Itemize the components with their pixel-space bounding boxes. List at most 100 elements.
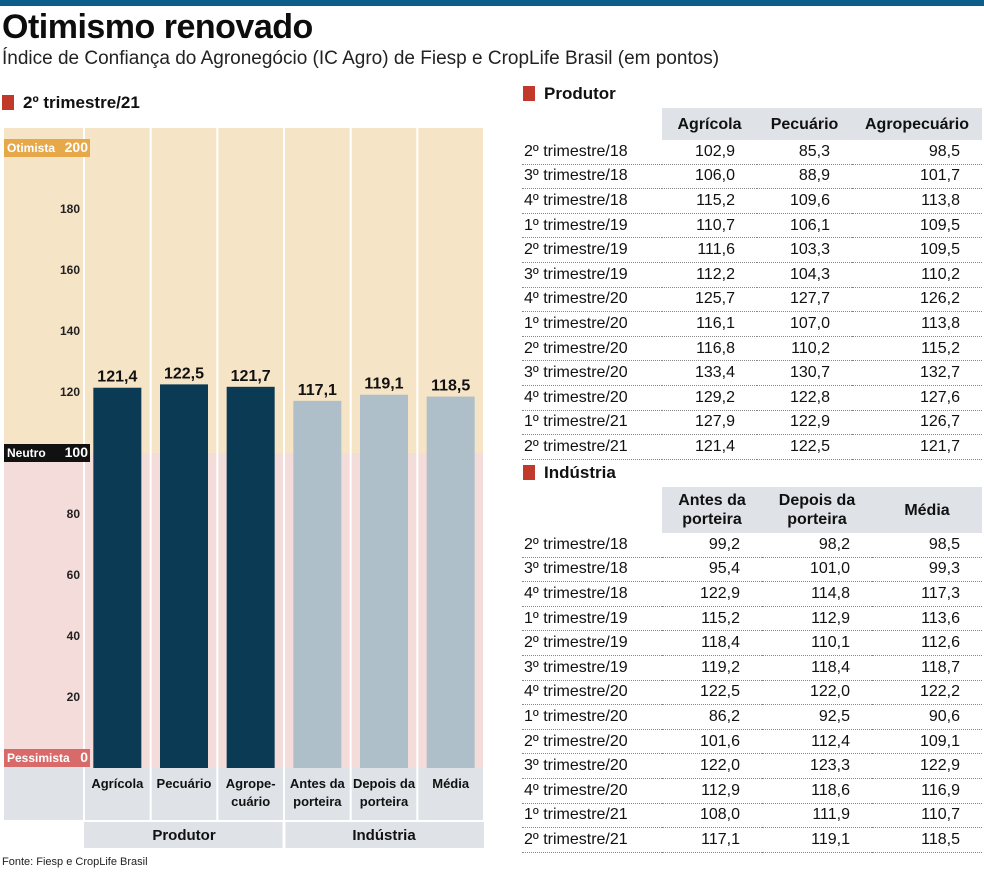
table-cell: 122,5 bbox=[757, 434, 852, 460]
row-label: 1º trimestre/19 bbox=[522, 606, 662, 632]
row-label: 2º trimestre/18 bbox=[522, 140, 662, 165]
x-tick-label: Agrícola bbox=[91, 776, 144, 791]
group-label: Produtor bbox=[152, 827, 215, 844]
table-cell: 117,3 bbox=[872, 581, 982, 607]
table-cell: 116,1 bbox=[662, 311, 757, 337]
table-cell: 112,2 bbox=[662, 262, 757, 288]
table-cell: 110,1 bbox=[762, 630, 872, 656]
table-header-blank bbox=[522, 487, 662, 533]
zone-value: 0 bbox=[80, 749, 88, 765]
data-label: 119,1 bbox=[364, 376, 403, 393]
produtor-section-label: Produtor bbox=[544, 84, 616, 103]
y-tick-label: 160 bbox=[60, 263, 80, 277]
table-cell: 99,3 bbox=[872, 557, 982, 583]
table-header-blank bbox=[522, 108, 662, 140]
bar bbox=[426, 396, 475, 768]
table-row: 4º trimestre/20 112,9 118,6 116,9 bbox=[522, 778, 982, 804]
bar-chart: 20 40 60 80 120 140 160 180 Otimista 200 Neutro 100… bbox=[4, 128, 485, 848]
produtor-section-title: Produtor bbox=[523, 84, 616, 104]
x-tick-label: Agrope- bbox=[226, 776, 276, 791]
table-cell: 101,7 bbox=[852, 164, 982, 190]
column-header: Média bbox=[872, 487, 982, 533]
row-label: 3º trimestre/20 bbox=[522, 360, 662, 386]
table-cell: 115,2 bbox=[852, 336, 982, 362]
y-tick-label: 140 bbox=[60, 324, 80, 338]
table-cell: 110,2 bbox=[757, 336, 852, 362]
table-row: 2º trimestre/20 101,6 112,4 109,1 bbox=[522, 729, 982, 755]
row-label: 1º trimestre/21 bbox=[522, 410, 662, 436]
row-label: 2º trimestre/21 bbox=[522, 434, 662, 460]
table-cell: 99,2 bbox=[662, 533, 762, 558]
table-cell: 122,9 bbox=[757, 410, 852, 436]
table-cell: 118,4 bbox=[762, 655, 872, 681]
table-row: 1º trimestre/19 115,2 112,9 113,6 bbox=[522, 606, 982, 632]
industria-table: Antes da porteira Depois da porteira Méd… bbox=[522, 487, 982, 853]
x-tick-label: cuário bbox=[231, 794, 270, 809]
table-cell: 127,7 bbox=[757, 287, 852, 313]
row-label: 2º trimestre/21 bbox=[522, 827, 662, 853]
table-cell: 88,9 bbox=[757, 164, 852, 190]
table-cell: 116,8 bbox=[662, 336, 757, 362]
column-header: Antes da porteira bbox=[662, 487, 762, 533]
table-row: 1º trimestre/20 116,1 107,0 113,8 bbox=[522, 311, 982, 337]
table-cell: 106,1 bbox=[757, 213, 852, 239]
table-cell: 121,7 bbox=[852, 434, 982, 460]
y-tick-label: 180 bbox=[60, 202, 80, 216]
data-label: 121,4 bbox=[97, 369, 137, 386]
table-cell: 95,4 bbox=[662, 557, 762, 583]
y-tick-label: 80 bbox=[67, 507, 81, 521]
data-label: 117,1 bbox=[298, 382, 337, 399]
zone-label: Otimista bbox=[7, 141, 55, 155]
section-marker bbox=[523, 86, 535, 101]
x-tick-label: Antes da bbox=[290, 776, 346, 791]
table-cell: 112,6 bbox=[872, 630, 982, 656]
table-cell: 119,1 bbox=[762, 827, 872, 853]
table-row: 2º trimestre/20 116,8 110,2 115,2 bbox=[522, 336, 982, 362]
table-cell: 130,7 bbox=[757, 360, 852, 386]
data-label: 122,5 bbox=[164, 365, 204, 382]
table-cell: 90,6 bbox=[872, 704, 982, 730]
table-cell: 106,0 bbox=[662, 164, 757, 190]
table-cell: 133,4 bbox=[662, 360, 757, 386]
table-row: 3º trimestre/20 122,0 123,3 122,9 bbox=[522, 753, 982, 779]
zone-label-box bbox=[4, 749, 90, 767]
table-cell: 116,9 bbox=[872, 778, 982, 804]
table-row: 3º trimestre/20 133,4 130,7 132,7 bbox=[522, 360, 982, 386]
zone-value: 200 bbox=[65, 139, 89, 155]
table-cell: 117,1 bbox=[662, 827, 762, 853]
x-tick-label: Pecuário bbox=[157, 776, 212, 791]
table-row: 3º trimestre/18 95,4 101,0 99,3 bbox=[522, 557, 982, 583]
table-cell: 109,5 bbox=[852, 237, 982, 263]
table-cell: 112,9 bbox=[662, 778, 762, 804]
table-row: 4º trimestre/18 122,9 114,8 117,3 bbox=[522, 581, 982, 607]
bar bbox=[226, 386, 275, 768]
table-cell: 109,1 bbox=[872, 729, 982, 755]
table-row: 1º trimestre/20 86,2 92,5 90,6 bbox=[522, 704, 982, 730]
y-tick-label: 60 bbox=[67, 568, 81, 582]
table-cell: 114,8 bbox=[762, 581, 872, 607]
table-cell: 113,6 bbox=[872, 606, 982, 632]
table-cell: 122,5 bbox=[662, 680, 762, 706]
table-row: 2º trimestre/18 99,2 98,2 98,5 bbox=[522, 533, 982, 558]
table-cell: 85,3 bbox=[757, 140, 852, 165]
source-note: Fonte: Fiesp e CropLife Brasil bbox=[2, 856, 148, 868]
table-row: 4º trimestre/20 125,7 127,7 126,2 bbox=[522, 287, 982, 313]
row-label: 4º trimestre/20 bbox=[522, 287, 662, 313]
table-cell: 122,9 bbox=[662, 581, 762, 607]
table-cell: 98,5 bbox=[852, 140, 982, 165]
table-cell: 118,5 bbox=[872, 827, 982, 853]
row-label: 2º trimestre/20 bbox=[522, 336, 662, 362]
top-accent-bar bbox=[0, 0, 984, 6]
row-label: 2º trimestre/20 bbox=[522, 729, 662, 755]
table-cell: 112,4 bbox=[762, 729, 872, 755]
table-cell: 126,7 bbox=[852, 410, 982, 436]
bar bbox=[93, 387, 142, 768]
table-cell: 109,6 bbox=[757, 188, 852, 214]
table-row: 2º trimestre/21 121,4 122,5 121,7 bbox=[522, 434, 982, 460]
page-title: Otimismo renovado bbox=[2, 8, 313, 46]
section-marker bbox=[2, 95, 14, 110]
chart-section-title: 2º trimestre/21 bbox=[2, 93, 140, 113]
table-cell: 108,0 bbox=[662, 803, 762, 829]
table-cell: 121,4 bbox=[662, 434, 757, 460]
table-cell: 103,3 bbox=[757, 237, 852, 263]
